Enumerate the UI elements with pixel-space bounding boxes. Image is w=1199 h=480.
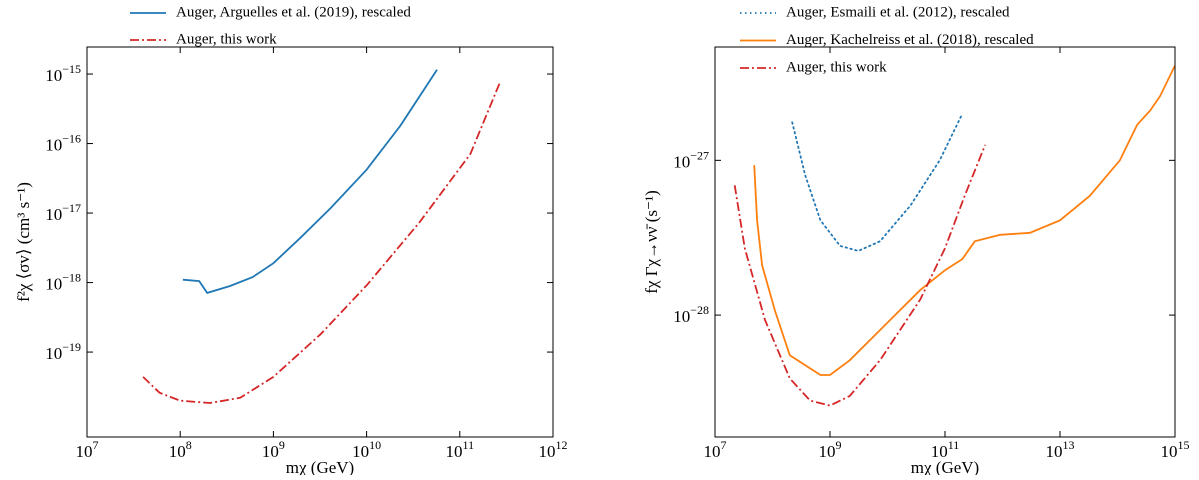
axes-frame — [86, 46, 554, 438]
x-tick-label: 1013 — [1046, 438, 1075, 461]
x-tick-label: 1015 — [1161, 438, 1190, 461]
y-axis-label: f²χ ⟨σv⟩ (cm³ s⁻¹) — [14, 182, 33, 302]
series-line — [753, 65, 1175, 376]
legend-label: Auger, Arguelles et al. (2019), rescaled — [176, 4, 411, 20]
x-tick-label: 1011 — [446, 438, 475, 461]
x-tick-label: 109 — [262, 438, 285, 461]
legend-label: Auger, Kachelreiss et al. (2018), rescal… — [786, 32, 1034, 48]
series-line — [182, 69, 438, 294]
y-tick-label: 10−16 — [45, 131, 81, 154]
y-tick-label: 10−17 — [45, 201, 81, 224]
legend-label: Auger, this work — [786, 59, 887, 75]
axes-frame — [714, 46, 1176, 438]
y-axis-label: fχ Γχ→νν̄ (s⁻¹) — [642, 190, 661, 293]
y-tick-label: 10−27 — [673, 148, 709, 171]
y-tick-label: 10−19 — [45, 340, 81, 363]
x-tick-label: 107 — [704, 438, 727, 461]
legend-label: Auger, this work — [176, 31, 277, 47]
x-axis-label: mχ (GeV) — [911, 458, 979, 475]
legend-label: Auger, Esmaili et al. (2012), rescaled — [786, 4, 1010, 20]
series-line — [791, 112, 964, 252]
x-tick-label: 1011 — [931, 438, 960, 461]
y-tick-label: 10−18 — [45, 270, 81, 293]
x-tick-label: 109 — [819, 438, 842, 461]
series-line — [142, 81, 501, 404]
x-tick-label: 1012 — [539, 438, 568, 461]
y-tick-label: 10−28 — [673, 303, 709, 326]
y-tick-label: 10−15 — [45, 62, 81, 85]
x-axis-label: mχ (GeV) — [286, 458, 354, 475]
x-tick-label: 107 — [76, 438, 99, 461]
x-tick-label: 108 — [169, 438, 192, 461]
series-line — [733, 144, 987, 407]
x-tick-label: 1010 — [352, 438, 381, 461]
